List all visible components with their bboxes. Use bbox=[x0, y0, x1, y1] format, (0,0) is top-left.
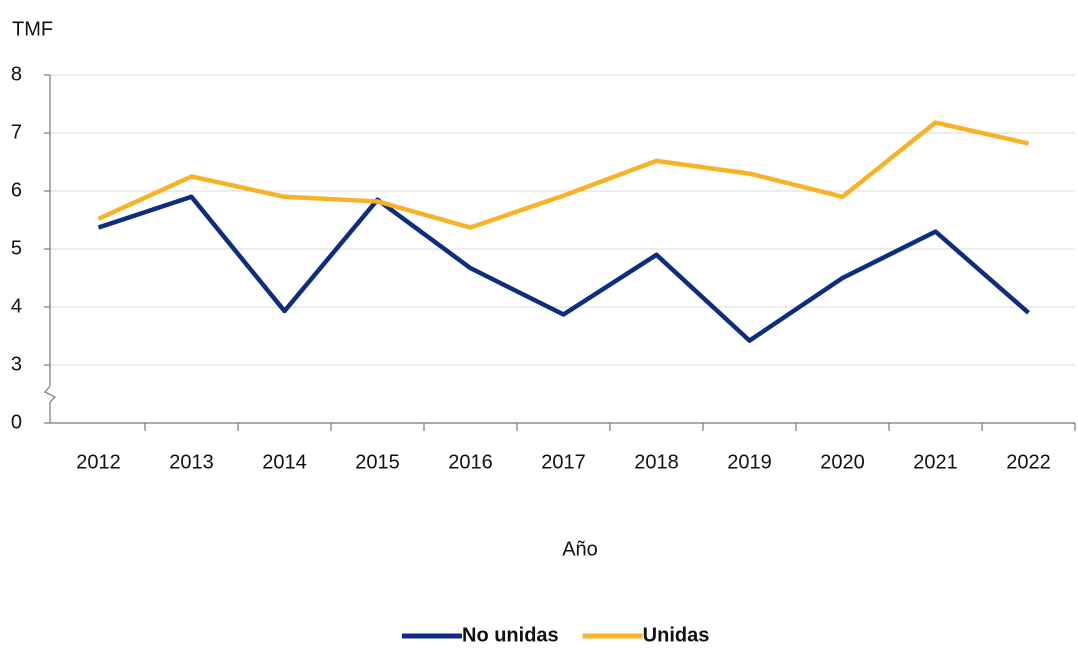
x-tick-label: 2016 bbox=[448, 451, 493, 473]
series-line bbox=[97, 120, 1029, 230]
legend-label: Unidas bbox=[643, 624, 710, 646]
x-tick-label: 2018 bbox=[634, 451, 679, 473]
x-axis-label: Año bbox=[562, 538, 598, 560]
y-tick-label: 6 bbox=[11, 179, 22, 201]
x-tick-label: 2014 bbox=[262, 451, 307, 473]
y-tick-label: 7 bbox=[11, 121, 22, 143]
y-axis-label: TMF bbox=[12, 18, 53, 40]
axis-break bbox=[44, 385, 57, 403]
x-tick-label: 2012 bbox=[76, 451, 121, 473]
x-tick-label: 2021 bbox=[913, 451, 958, 473]
y-tick-label: 5 bbox=[11, 237, 22, 259]
legend-label: No unidas bbox=[462, 624, 559, 646]
x-tick-label: 2017 bbox=[541, 451, 586, 473]
series-line bbox=[97, 194, 1030, 343]
y-tick-label: 0 bbox=[11, 411, 22, 433]
x-tick-label: 2013 bbox=[169, 451, 214, 473]
x-tick-label: 2022 bbox=[1006, 451, 1051, 473]
y-tick-label: 4 bbox=[11, 295, 22, 317]
y-tick-label: 8 bbox=[11, 63, 22, 85]
x-tick-label: 2020 bbox=[820, 451, 865, 473]
x-tick-label: 2015 bbox=[355, 451, 400, 473]
x-tick-label: 2019 bbox=[727, 451, 772, 473]
y-tick-label: 3 bbox=[11, 353, 22, 375]
